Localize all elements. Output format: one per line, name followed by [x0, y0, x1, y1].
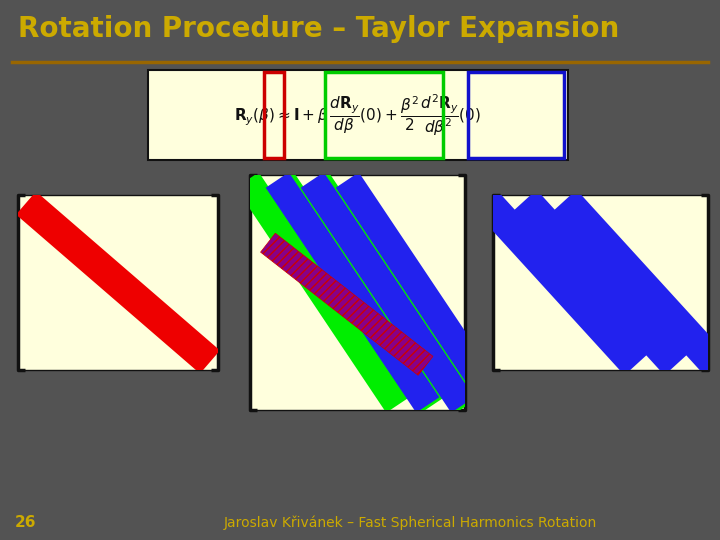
- Polygon shape: [261, 233, 433, 375]
- Text: Jaroslav Křivánek – Fast Spherical Harmonics Rotation: Jaroslav Křivánek – Fast Spherical Harmo…: [223, 516, 597, 530]
- FancyBboxPatch shape: [148, 70, 568, 160]
- FancyBboxPatch shape: [250, 175, 465, 410]
- Text: $\mathbf{R}_y(\beta) \approx \mathbf{I} + \beta\,\dfrac{d\mathbf{R}_y}{d\beta}(0: $\mathbf{R}_y(\beta) \approx \mathbf{I} …: [235, 92, 482, 138]
- FancyBboxPatch shape: [18, 195, 218, 370]
- Text: 26: 26: [15, 515, 37, 530]
- Text: Rotation Procedure – Taylor Expansion: Rotation Procedure – Taylor Expansion: [18, 15, 619, 43]
- FancyBboxPatch shape: [493, 195, 708, 370]
